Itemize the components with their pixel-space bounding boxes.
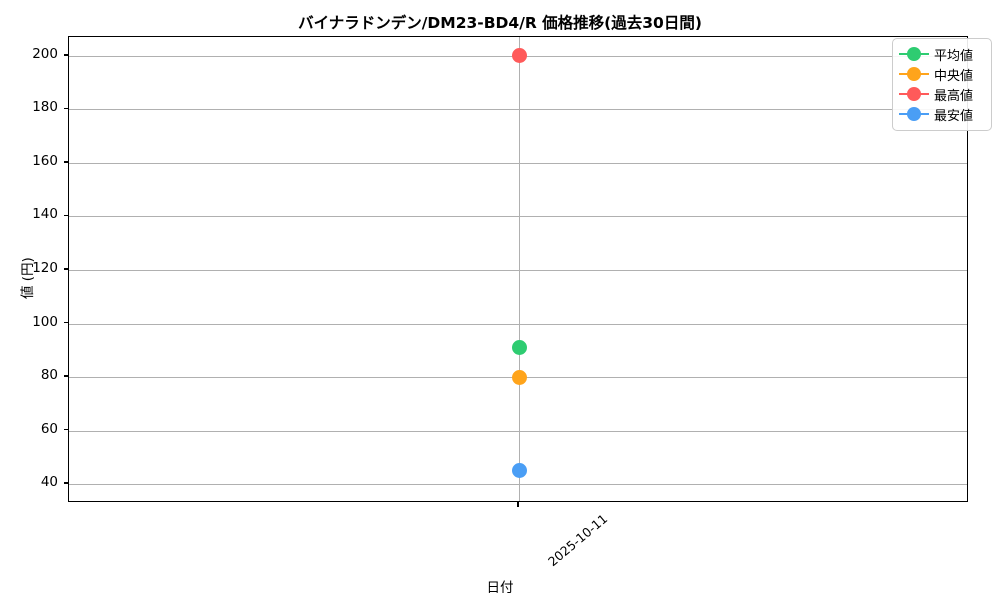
plot-area [68, 36, 968, 502]
y-gridline [69, 109, 967, 111]
x-axis-label: 日付 [486, 580, 514, 596]
y-tick-mark [63, 107, 68, 110]
y-tick-mark [63, 375, 68, 377]
legend-marker-icon [899, 47, 929, 61]
y-gridline [69, 484, 967, 486]
y-tick-label: 100 [32, 313, 58, 330]
legend-item: 最高値 [899, 84, 985, 104]
legend-label: 最高値 [934, 88, 974, 104]
data-point [511, 340, 527, 356]
legend-marker-icon [899, 67, 929, 81]
y-gridline [69, 216, 967, 218]
y-tick-mark [63, 268, 68, 270]
y-tick-label: 180 [32, 99, 58, 116]
data-point [511, 48, 527, 64]
legend-item: 平均値 [899, 44, 985, 64]
y-tick-label: 60 [40, 420, 58, 437]
y-gridline [69, 430, 967, 432]
legend-item: 中央値 [899, 64, 985, 84]
chart-title: バイナラドンデン/DM23-BD4/R 価格推移(過去30日間) [298, 14, 702, 32]
y-tick-mark [63, 482, 68, 485]
legend-marker-icon [899, 87, 929, 101]
x-tick-mark [517, 502, 519, 507]
y-gridline [69, 323, 967, 325]
legend-label: 平均値 [934, 48, 974, 64]
y-tick-label: 120 [32, 260, 58, 276]
data-point [511, 369, 527, 385]
data-point [511, 463, 527, 479]
y-tick-mark [63, 214, 68, 217]
x-gridline [519, 37, 520, 501]
legend-item: 最安値 [899, 104, 985, 124]
y-gridline [69, 270, 967, 271]
legend-marker-icon [899, 107, 929, 121]
y-tick-mark [63, 53, 68, 56]
x-tick-label: 2025-10-11 [544, 511, 611, 570]
legend-label: 中央値 [934, 68, 974, 84]
y-gridline [69, 162, 967, 164]
y-tick-mark [63, 321, 68, 324]
y-tick-mark [63, 428, 68, 431]
y-tick-label: 200 [32, 45, 58, 62]
chart-legend: 平均値中央値最高値最安値 [892, 38, 992, 131]
y-tick-label: 160 [32, 152, 58, 169]
legend-label: 最安値 [934, 108, 974, 124]
y-tick-mark [63, 161, 68, 163]
y-tick-label: 40 [40, 474, 58, 491]
y-tick-label: 80 [40, 367, 58, 384]
y-tick-label: 140 [32, 206, 58, 223]
